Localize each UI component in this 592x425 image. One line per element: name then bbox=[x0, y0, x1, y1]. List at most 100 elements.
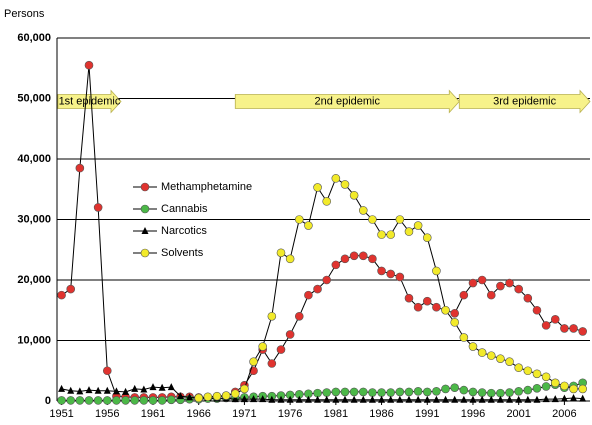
data-point bbox=[533, 395, 541, 403]
data-point bbox=[368, 395, 376, 403]
data-point bbox=[486, 290, 496, 300]
legend-marker bbox=[140, 182, 150, 192]
data-point bbox=[259, 395, 267, 403]
legend: Methamphetamine Cannabis Narcotics Solvents bbox=[131, 178, 252, 262]
data-point bbox=[203, 392, 213, 402]
data-point bbox=[459, 385, 469, 395]
y-axis-title: Persons bbox=[4, 8, 45, 20]
data-point bbox=[496, 281, 505, 291]
legend-label: Solvents bbox=[161, 247, 204, 259]
data-point bbox=[358, 387, 368, 397]
legend-marker bbox=[140, 248, 150, 258]
data-point bbox=[486, 351, 496, 360]
data-point bbox=[477, 388, 487, 397]
legend-label: Cannabis bbox=[161, 203, 208, 215]
data-point bbox=[340, 180, 350, 189]
data-point bbox=[413, 302, 423, 312]
data-point bbox=[340, 387, 350, 397]
data-point bbox=[377, 388, 386, 397]
data-point bbox=[532, 369, 542, 379]
data-point bbox=[304, 395, 312, 403]
data-point bbox=[404, 227, 414, 236]
data-point bbox=[368, 215, 377, 224]
data-point bbox=[194, 393, 204, 403]
data-point bbox=[249, 357, 258, 366]
data-point bbox=[331, 260, 341, 270]
data-point bbox=[295, 395, 303, 403]
data-point bbox=[66, 396, 76, 405]
data-point bbox=[331, 387, 341, 397]
data-point bbox=[487, 395, 495, 403]
data-point bbox=[314, 395, 322, 403]
data-point bbox=[93, 203, 103, 212]
data-point bbox=[386, 269, 395, 279]
epidemic-label: 1st epidemic bbox=[59, 95, 121, 107]
data-point bbox=[550, 378, 560, 388]
data-point bbox=[240, 395, 248, 403]
data-point bbox=[221, 391, 231, 400]
data-point bbox=[505, 278, 514, 288]
legend-bg bbox=[131, 200, 231, 218]
data-point bbox=[240, 384, 249, 394]
data-point bbox=[149, 383, 157, 391]
data-point bbox=[505, 357, 514, 366]
data-point bbox=[422, 233, 432, 242]
data-point bbox=[93, 396, 103, 405]
data-point bbox=[542, 395, 550, 403]
x-tick-label: 1991 bbox=[415, 408, 439, 420]
y-tick-label: 40,000 bbox=[17, 153, 51, 165]
data-point bbox=[285, 254, 295, 264]
x-tick-label: 1981 bbox=[324, 408, 348, 420]
data-point bbox=[58, 384, 66, 392]
epidemic-arrow bbox=[57, 89, 122, 114]
data-point bbox=[560, 394, 568, 402]
data-point bbox=[570, 393, 578, 401]
data-point bbox=[496, 395, 504, 403]
data-point bbox=[267, 359, 277, 368]
data-point bbox=[112, 387, 120, 395]
data-point bbox=[313, 183, 322, 192]
y-tick-label: 20,000 bbox=[17, 274, 51, 286]
data-point bbox=[450, 308, 459, 318]
data-point bbox=[413, 221, 423, 230]
data-point bbox=[468, 278, 478, 288]
data-point bbox=[285, 330, 295, 339]
data-point bbox=[230, 389, 240, 399]
y-tick-label: 50,000 bbox=[17, 92, 51, 104]
data-point bbox=[103, 386, 111, 394]
data-point bbox=[460, 395, 468, 403]
data-point bbox=[386, 230, 395, 239]
legend-bg bbox=[131, 222, 231, 240]
data-point bbox=[450, 383, 459, 392]
data-point bbox=[322, 197, 331, 206]
data-point bbox=[432, 395, 440, 403]
data-point bbox=[387, 395, 395, 403]
series-line bbox=[61, 386, 583, 401]
data-point bbox=[57, 396, 66, 405]
data-point bbox=[459, 333, 469, 342]
data-point bbox=[322, 388, 331, 397]
data-point bbox=[186, 393, 194, 401]
data-point bbox=[468, 387, 478, 397]
data-point bbox=[377, 230, 386, 239]
epidemic-arrow bbox=[234, 89, 460, 114]
x-tick-label: 2001 bbox=[506, 408, 530, 420]
data-point bbox=[131, 384, 139, 392]
data-point bbox=[578, 327, 587, 336]
data-point bbox=[368, 254, 377, 264]
data-point bbox=[304, 221, 313, 230]
data-point bbox=[422, 296, 432, 306]
x-tick-label: 1956 bbox=[95, 408, 119, 420]
data-point bbox=[121, 396, 130, 405]
data-point bbox=[432, 302, 441, 312]
data-point bbox=[459, 290, 469, 300]
data-point bbox=[569, 384, 578, 394]
data-point bbox=[139, 396, 149, 405]
data-point bbox=[477, 348, 487, 357]
data-point bbox=[368, 388, 377, 397]
data-point bbox=[505, 388, 514, 397]
legend-label: Narcotics bbox=[161, 225, 207, 237]
data-point bbox=[276, 345, 286, 354]
data-point bbox=[102, 396, 112, 405]
